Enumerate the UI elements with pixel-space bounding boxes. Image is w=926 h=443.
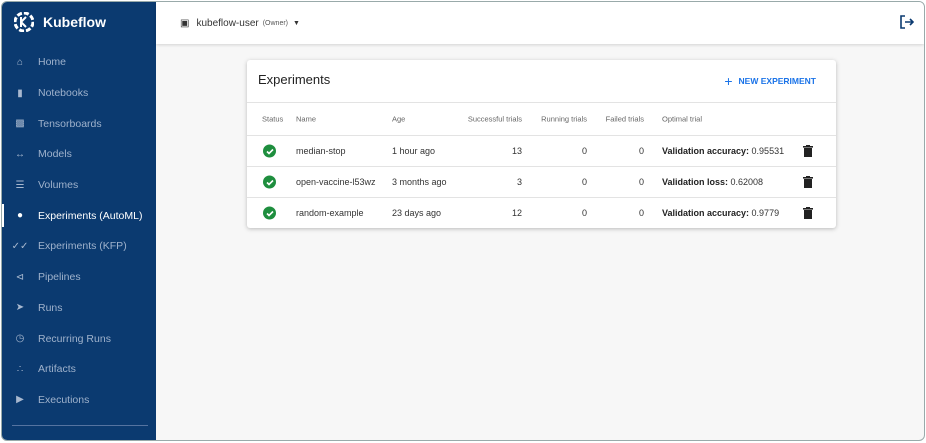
cube-icon: ▣ — [180, 17, 190, 29]
experiment-name-link[interactable]: random-example — [296, 208, 364, 218]
table-row: open-vaccine-l53wz 3 months ago 3 0 0 Va… — [247, 166, 836, 197]
pipeline-icon: ⊲ — [15, 271, 25, 283]
failed-trials: 0 — [638, 146, 644, 156]
sidebar: Kubeflow ⌂ Home ▮ Notebooks ▩ Tensorboards ↔ Mo… — [2, 2, 156, 440]
optimal-trial: Validation accuracy: 0.95531 — [662, 146, 784, 156]
sidebar-item-label: Executions — [38, 393, 90, 406]
sidebar-item-volumes[interactable]: ☰ Volumes — [2, 170, 156, 201]
metric-value: 0.95531 — [749, 146, 785, 156]
top-bar: ▣ kubeflow-user (Owner) ▼ — [156, 2, 924, 44]
sidebar-item-label: Experiments (KFP) — [38, 240, 127, 253]
metric-name: Validation loss: — [662, 177, 729, 187]
app-title: Kubeflow — [43, 14, 106, 30]
sidebar-item-models[interactable]: ↔ Models — [2, 139, 156, 170]
col-failed: Failed trials — [605, 114, 644, 124]
storage-icon: ☰ — [15, 179, 25, 191]
home-icon: ⌂ — [16, 56, 24, 68]
table-row: median-stop 1 hour ago 13 0 0 Validation… — [247, 135, 836, 166]
delete-icon[interactable] — [803, 145, 813, 157]
sidebar-item-label: Models — [38, 148, 72, 161]
sidebar-item-home[interactable]: ⌂ Home — [2, 47, 156, 78]
namespace-role: (Owner) — [262, 19, 288, 27]
metric-value: 0.9779 — [749, 208, 780, 218]
sidebar-item-executions[interactable]: ▶ Executions — [2, 385, 156, 416]
artifact-icon: ∴ — [16, 363, 24, 375]
optimal-trial: Validation accuracy: 0.9779 — [662, 208, 779, 218]
arrows-icon: ↔ — [15, 148, 25, 160]
notebook-icon: ▮ — [17, 87, 23, 99]
success-check-icon — [263, 175, 276, 189]
failed-trials: 0 — [638, 177, 644, 187]
namespace-name: kubeflow-user — [196, 17, 259, 29]
experiment-name-link[interactable]: median-stop — [296, 146, 346, 156]
sidebar-item-label: Experiments (AutoML) — [38, 209, 143, 222]
metric-value: 0.62008 — [728, 177, 764, 187]
sidebar-item-tensorboards[interactable]: ▩ Tensorboards — [2, 108, 156, 139]
kubeflow-logo-icon — [14, 12, 34, 32]
experiment-name-link[interactable]: open-vaccine-l53wz — [296, 177, 376, 187]
running-trials: 0 — [581, 177, 587, 187]
successful-trials: 3 — [516, 177, 522, 187]
col-optimal: Optimal trial — [662, 114, 703, 124]
sidebar-item-pipelines[interactable]: ⊲ Pipelines — [2, 262, 156, 293]
experiment-age: 3 months ago — [392, 177, 447, 187]
experiment-icon: ● — [16, 210, 24, 222]
sidebar-item-label: Runs — [38, 301, 63, 314]
success-check-icon — [263, 144, 276, 158]
col-age: Age — [392, 114, 406, 124]
sidebar-item-recurring-runs[interactable]: ◷ Recurring Runs — [2, 323, 156, 354]
play-icon: ▶ — [16, 394, 24, 406]
table-header: Status Name Age Successful trials Runnin… — [247, 102, 836, 135]
col-successful: Successful trials — [467, 114, 522, 124]
sidebar-item-runs[interactable]: ➤ Runs — [2, 293, 156, 324]
sidebar-item-label: Pipelines — [38, 271, 81, 284]
col-status: Status — [262, 114, 284, 124]
sidebar-item-artifacts[interactable]: ∴ Artifacts — [2, 354, 156, 385]
sidebar-item-label: Volumes — [38, 179, 79, 192]
metric-name: Validation accuracy: — [662, 208, 750, 218]
delete-icon[interactable] — [803, 176, 813, 188]
optimal-trial: Validation loss: 0.62008 — [662, 177, 763, 187]
success-check-icon — [263, 206, 276, 220]
divider — [12, 425, 148, 426]
running-trials: 0 — [581, 146, 587, 156]
successful-trials: 12 — [511, 208, 522, 218]
chart-icon: ▩ — [15, 118, 25, 130]
alarm-icon: ◷ — [15, 333, 25, 345]
new-experiment-button[interactable]: + NEW EXPERIMENT — [724, 73, 816, 89]
successful-trials: 13 — [511, 146, 522, 156]
experiments-card: Experiments + NEW EXPERIMENT Status Name … — [247, 60, 836, 228]
check-done-icon: ✓✓ — [11, 240, 29, 252]
metric-name: Validation accuracy: — [662, 146, 750, 156]
run-icon: ➤ — [15, 302, 25, 314]
plus-icon: + — [724, 73, 733, 89]
logo[interactable]: Kubeflow — [14, 12, 106, 32]
sidebar-item-experiments-automl[interactable]: ● Experiments (AutoML) — [2, 200, 156, 231]
experiment-age: 1 hour ago — [392, 146, 436, 156]
namespace-selector[interactable]: ▣ kubeflow-user (Owner) ▼ — [180, 18, 300, 29]
logout-icon[interactable] — [900, 15, 914, 29]
failed-trials: 0 — [638, 208, 644, 218]
col-name: Name — [296, 114, 317, 124]
col-running: Running trials — [541, 114, 587, 124]
sidebar-item-label: Home — [38, 56, 67, 69]
card-title: Experiments — [258, 72, 331, 87]
table-row: random-example 23 days ago 12 0 0 Valida… — [247, 197, 836, 228]
experiment-age: 23 days ago — [392, 208, 442, 218]
delete-icon[interactable] — [803, 207, 813, 219]
sidebar-item-label: Tensorboards — [38, 117, 102, 130]
new-experiment-label: NEW EXPERIMENT — [738, 76, 816, 86]
running-trials: 0 — [581, 208, 587, 218]
sidebar-nav: ⌂ Home ▮ Notebooks ▩ Tensorboards ↔ Models ☰ Volu… — [2, 47, 156, 415]
sidebar-item-label: Notebooks — [38, 87, 89, 100]
sidebar-item-notebooks[interactable]: ▮ Notebooks — [2, 78, 156, 109]
caret-down-icon: ▼ — [293, 19, 300, 27]
sidebar-item-experiments-kfp[interactable]: ✓✓ Experiments (KFP) — [2, 231, 156, 262]
sidebar-item-label: Recurring Runs — [38, 332, 111, 345]
sidebar-item-label: Artifacts — [38, 363, 76, 376]
